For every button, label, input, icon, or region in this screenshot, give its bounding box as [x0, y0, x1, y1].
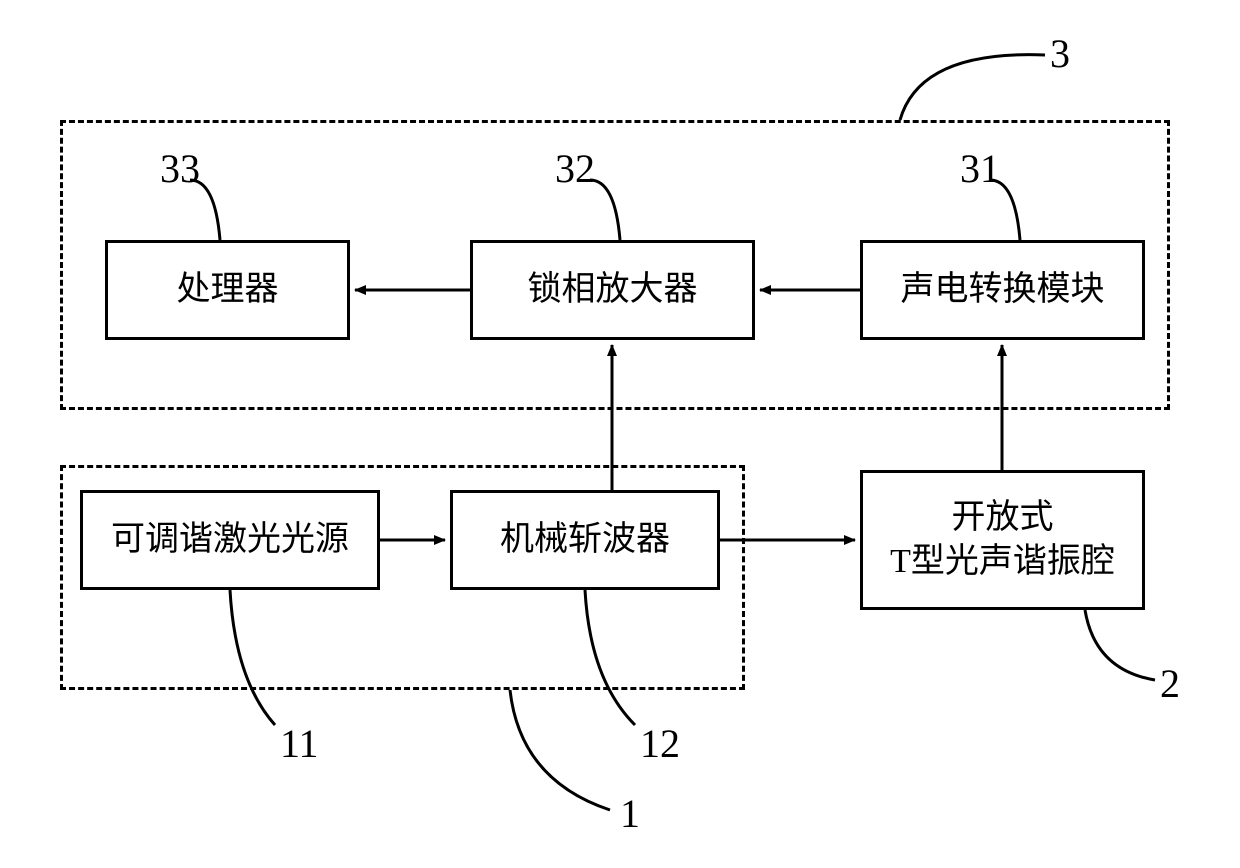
leader-3 — [900, 55, 1045, 120]
node-label: 可调谐激光光源 — [111, 518, 349, 562]
node-chopper: 机械斩波器 — [450, 490, 720, 590]
callout-3: 3 — [1050, 30, 1070, 77]
node-label-line1: 开放式 — [890, 496, 1115, 540]
node-label: 声电转换模块 — [901, 268, 1105, 312]
callout-2: 2 — [1160, 660, 1180, 707]
node-label-wrap: 开放式 T型光声谐振腔 — [890, 496, 1115, 584]
node-processor: 处理器 — [105, 240, 350, 340]
callout-32: 32 — [555, 145, 595, 192]
callout-33: 33 — [160, 145, 200, 192]
callout-12: 12 — [640, 720, 680, 767]
node-label: 处理器 — [177, 268, 279, 312]
leader-2 — [1085, 610, 1155, 680]
node-tunable-laser: 可调谐激光光源 — [80, 490, 380, 590]
diagram-root: 处理器 锁相放大器 声电转换模块 可调谐激光光源 机械斩波器 开放式 T型光声谐… — [50, 30, 1190, 830]
node-acoustoelectric: 声电转换模块 — [860, 240, 1145, 340]
node-label-line2: T型光声谐振腔 — [890, 540, 1115, 584]
callout-31: 31 — [960, 145, 1000, 192]
node-label: 机械斩波器 — [500, 518, 670, 562]
node-lockin-amp: 锁相放大器 — [470, 240, 755, 340]
node-label: 锁相放大器 — [528, 268, 698, 312]
callout-11: 11 — [280, 720, 319, 767]
leader-1 — [510, 690, 610, 810]
node-resonator: 开放式 T型光声谐振腔 — [860, 470, 1145, 610]
callout-1: 1 — [620, 790, 640, 837]
